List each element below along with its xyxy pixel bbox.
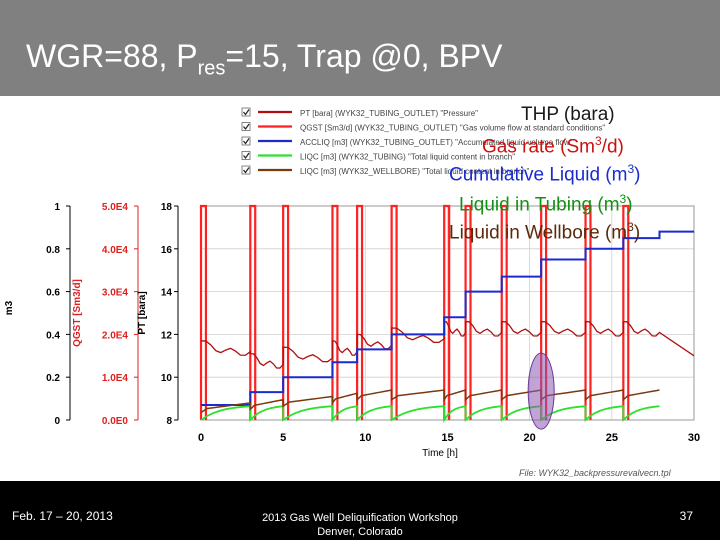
cumulative-liquid-line	[201, 230, 694, 407]
y-tick-label: 0.2	[46, 373, 60, 384]
x-tick-label: 5	[280, 432, 286, 444]
legend: PT [bara] (WYK32_TUBING_OUTLET) "Pressur…	[241, 107, 605, 176]
y-tick-label: 0.4	[46, 330, 60, 341]
x-tick-label: 30	[688, 432, 700, 444]
footer-event: 2013 Gas Well Deliquification Workshop De…	[262, 512, 458, 538]
y-tick-label: 3.0E4	[102, 288, 129, 299]
x-axis-label: Time [h]	[422, 448, 458, 459]
y-tick-label: 5.0E4	[102, 202, 129, 213]
liquid-tubing-line	[200, 405, 660, 423]
gas-rate-spike	[282, 204, 290, 420]
y-tick-label: 10	[161, 373, 173, 384]
gas-rate-spike	[584, 204, 592, 420]
legend-entry: ACCLIQ [m3] (WYK32_TUBING_OUTLET) "Accum…	[300, 138, 573, 147]
y-tick-label: 16	[161, 245, 173, 256]
y-tick-label: 1	[54, 202, 60, 213]
series	[199, 204, 695, 430]
legend-check-icon	[243, 167, 250, 174]
gas-rate-spike	[500, 204, 508, 420]
y-axis-label: m3	[4, 300, 15, 315]
legend-check-icon	[243, 152, 250, 160]
highlight-ellipse	[527, 352, 555, 430]
gas-rate-spike	[331, 204, 339, 420]
annotation-thp: THP (bara)	[521, 104, 615, 125]
legend-entry: LIQC [m3] (WYK32_WELLBORE) "Total liquid…	[300, 167, 529, 176]
legend-check-icon	[243, 138, 250, 145]
y-tick-label: 14	[161, 288, 173, 299]
slide-title: WGR=88, Pres=15, Trap @0, BPV	[26, 38, 503, 80]
y-tick-label: 4.0E4	[102, 245, 129, 256]
footer: Feb. 17 – 20, 2013 2013 Gas Well Deliqui…	[0, 481, 720, 540]
x-tick-label: 0	[198, 432, 204, 444]
y-axis-label: PT [bara]	[137, 291, 148, 334]
y-tick-label: 8	[166, 416, 172, 427]
legend-checkbox	[241, 151, 251, 160]
legend-checkbox	[241, 165, 251, 175]
legend-entry: LIQC [m3] (WYK32_TUBING) "Total liquid c…	[300, 153, 515, 162]
legend-entry: QGST [Sm3/d] (WYK32_TUBING_OUTLET) "Gas …	[300, 124, 605, 133]
title-bar	[0, 0, 720, 96]
chart: PT [bara] (WYK32_TUBING_OUTLET) "Pressur…	[4, 107, 700, 478]
gas-rate-spike	[443, 204, 451, 420]
legend-checkbox	[241, 136, 251, 146]
gas-rate-spike	[199, 204, 208, 420]
y-tick-label: 18	[161, 202, 173, 213]
legend-check-icon	[243, 109, 250, 116]
legend-checkbox	[241, 107, 251, 117]
annotation-liquid-wellbore: Liquid in Wellbore (m3)	[449, 220, 641, 244]
x-tick-label: 10	[359, 432, 371, 444]
page-number: 37	[679, 509, 693, 523]
gas-rate-spike	[540, 204, 548, 420]
x-tick-label: 15	[441, 432, 453, 444]
file-label: File: WYK32_backpressurevalvecn.tpl	[519, 468, 672, 478]
x-tick-label: 20	[524, 432, 536, 444]
gas-rate-spike	[249, 204, 257, 420]
y-tick-label: 1.0E4	[102, 373, 129, 384]
annotation-cumulative-liquid: Cumulative Liquid (m3)	[449, 162, 641, 186]
y-tick-label: 0.8	[46, 245, 60, 256]
annotation-liquid-tubing: Liquid in Tubing (m3)	[459, 192, 633, 216]
y-tick-label: 0.0E0	[102, 416, 129, 427]
y-tick-label: 0	[54, 416, 60, 427]
x-tick-label: 25	[606, 432, 618, 444]
gas-rate-spike	[622, 204, 630, 420]
liquid-wellbore-line	[200, 389, 660, 414]
y-axis-label: QGST [Sm3/d]	[72, 279, 83, 347]
legend-checkbox	[241, 122, 251, 131]
y-tick-label: 2.0E4	[102, 330, 129, 341]
footer-date: Feb. 17 – 20, 2013	[12, 509, 113, 523]
y-tick-label: 12	[161, 330, 173, 341]
legend-check-icon	[243, 123, 250, 131]
gas-rate-spike	[390, 204, 398, 420]
annotation-gas-rate: Gas rate (Sm3/d)	[482, 134, 624, 158]
legend-entry: PT [bara] (WYK32_TUBING_OUTLET) "Pressur…	[300, 109, 478, 118]
gas-rate-spike	[356, 204, 364, 420]
y-tick-label: 0.6	[46, 288, 60, 299]
